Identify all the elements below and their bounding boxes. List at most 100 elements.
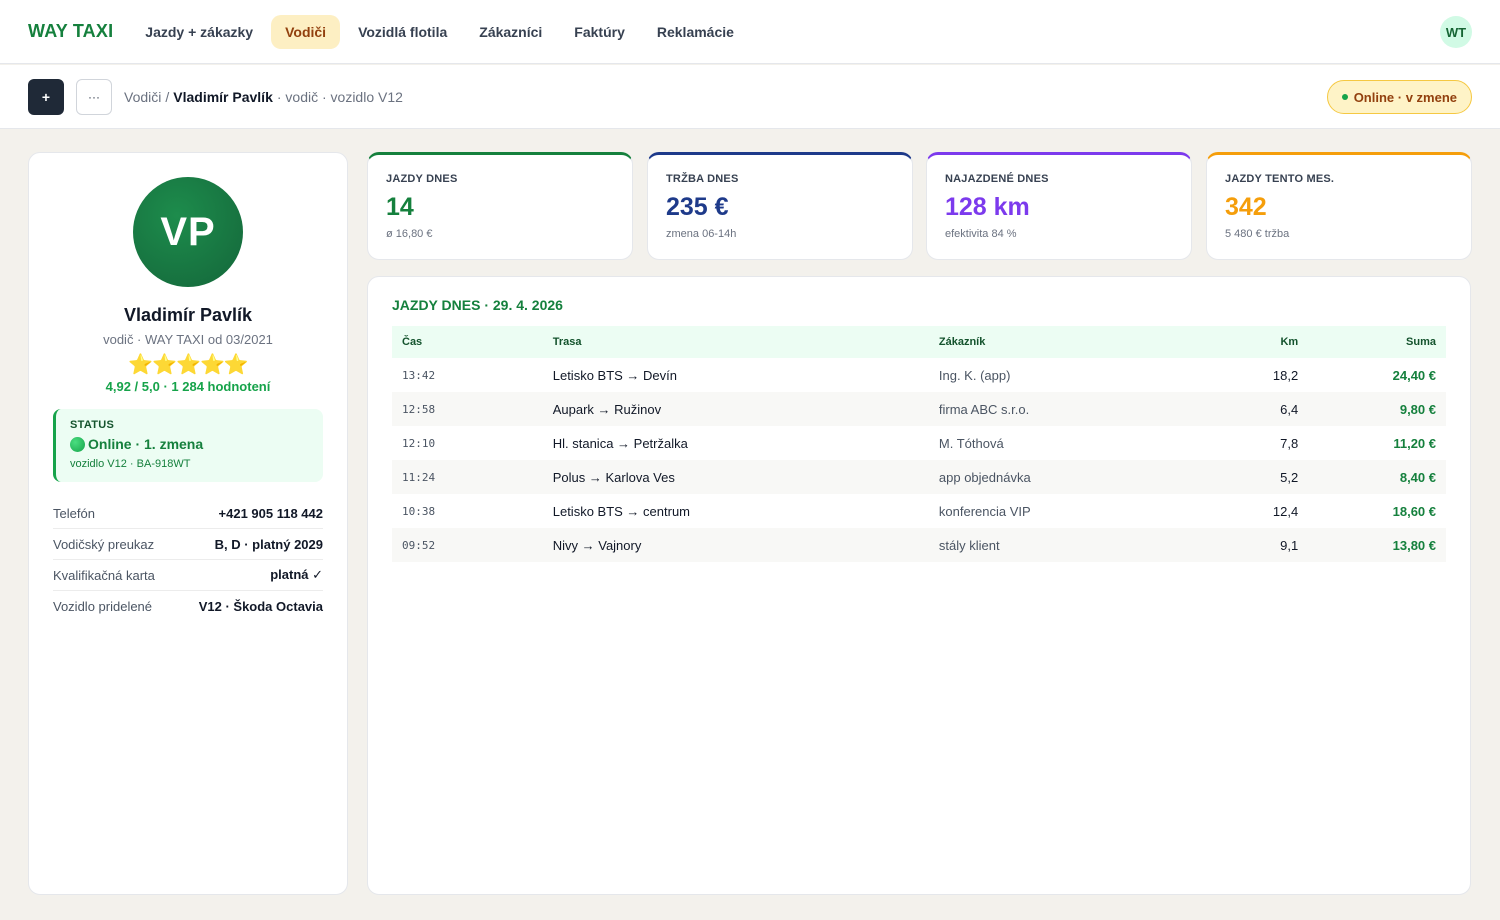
online-status-badge: Online · v zmene [1326,80,1472,114]
add-button[interactable]: + [28,78,64,115]
cell-route: Hl. stanica → Petržalka [552,435,688,451]
rating-summary: 4,92 / 5,0 · 1 284 hodnotení [105,379,271,394]
cell-customer: M. Tóthová [938,435,1004,451]
kpi-label: JAZDY TENTO MES. [1225,173,1335,185]
cell-route: Polus → Karlova Ves [552,469,675,485]
info-value: platná ✓ [270,567,323,582]
table-row[interactable]: 11:24 Polus → Karlova Ves app objednávka… [392,460,1446,494]
status-box-value-row: Online · 1. zmena [70,436,309,452]
info-row-phone: Telefón +421 905 118 442 [53,498,323,529]
driver-info-list: Telefón +421 905 118 442 Vodičský preuka… [53,498,323,622]
cell-km: 6,4 [1280,401,1299,417]
info-key: Telefón [53,505,95,521]
nav-item-vozidla[interactable]: Vozidlá flotila [358,23,448,40]
cell-km: 12,4 [1272,503,1299,519]
kpi-value: 342 [1225,193,1267,221]
cell-customer: app objednávka [938,469,1031,485]
nav-item-faktury[interactable]: Faktúry [574,23,625,40]
cell-time: 13:42 [402,368,436,382]
green-circle-icon [70,436,85,452]
breadcrumb-root[interactable]: Vodiči [124,88,162,105]
kpi-sub: efektivita 84 % [945,228,1017,240]
info-key: Vozidlo pridelené [53,599,153,614]
col-header-km[interactable]: Km [1280,336,1299,348]
driver-subtitle: vodič · WAY TAXI od 03/2021 [103,332,273,347]
driver-name: Vladimír Pavlík [123,305,253,325]
kpi-card-rides-today: JAZDY DNES 14 ø 16,80 € [367,152,633,260]
cell-sum: 18,60 € [1392,503,1436,519]
info-value: B, D · platný 2029 [214,536,323,552]
cell-sum: 11,20 € [1393,435,1436,451]
status-box-label: STATUS [70,419,115,431]
cell-route: Aupark → Ružinov [552,401,662,417]
table-header-row: Čas Trasa Zákazník Km Suma [392,326,1446,358]
rides-table-title: JAZDY DNES · 29. 4. 2026 [392,297,563,313]
kpi-card-distance-today: NAJAZDENÉ DNES 128 km efektivita 84 % [926,152,1192,260]
col-header-sum[interactable]: Suma [1406,336,1436,348]
breadcrumb-separator: / [165,88,170,105]
breadcrumb: Vodiči / Vladimír Pavlík · vodič · vozid… [124,89,403,105]
cell-sum: 24,40 € [1392,367,1436,383]
cell-km: 9,1 [1280,537,1299,553]
brand-logo[interactable]: WAY TAXI [28,21,114,41]
user-avatar[interactable]: WT [1440,16,1472,48]
cell-customer: stály klient [938,537,1000,553]
status-box-value: Online · 1. zmena [88,436,204,452]
kpi-card-rides-month: JAZDY TENTO MES. 342 5 480 € tržba [1206,152,1472,260]
nav-item-reklamacie[interactable]: Reklamácie [656,23,734,40]
driver-status-box: STATUS Online · 1. zmena vozidlo V12 · B… [53,409,323,482]
kpi-value: 14 [386,193,414,221]
status-box-vehicle: vozidlo V12 · BA-918WT [70,458,191,470]
cell-km: 18,2 [1272,367,1299,383]
table-row[interactable]: 13:42 Letisko BTS → Devín Ing. K. (app) … [392,358,1446,392]
info-row-qualification: Kvalifikačná karta platná ✓ [53,560,323,591]
kpi-label: TRŽBA DNES [666,173,739,185]
driver-profile-card: VP Vladimír Pavlík vodič · WAY TAXI od 0… [28,152,348,895]
cell-time: 12:10 [402,436,436,450]
table-row[interactable]: 12:58 Aupark → Ružinov firma ABC s.r.o. … [392,392,1446,426]
info-value[interactable]: +421 905 118 442 [218,505,323,521]
cell-sum: 8,40 € [1399,469,1436,485]
col-header-customer[interactable]: Zákazník [938,336,986,348]
nav-item-vodici[interactable]: Vodiči [271,14,341,49]
cell-time: 12:58 [402,402,436,416]
info-key: Vodičský preukaz [53,536,155,552]
breadcrumb-current: Vladimír Pavlík [173,88,273,105]
driver-avatar: VP [133,177,243,287]
col-header-time[interactable]: Čas [402,336,423,348]
cell-time: 10:38 [402,504,436,518]
kpi-sub: 5 480 € tržba [1225,228,1290,240]
table-row[interactable]: 09:52 Nivy → Vajnory stály klient 9,1 13… [392,528,1446,562]
kpi-label: JAZDY DNES [386,173,458,185]
info-value[interactable]: V12 · Škoda Octavia [198,599,323,614]
rides-table: Čas Trasa Zákazník Km Suma 13:42 Letisko… [392,326,1446,562]
cell-km: 5,2 [1280,469,1299,485]
cell-customer: firma ABC s.r.o. [938,401,1030,417]
cell-sum: 13,80 € [1392,537,1436,553]
cell-time: 09:52 [402,538,436,552]
nav-item-zakaznici[interactable]: Zákazníci [479,23,543,40]
info-row-vehicle: Vozidlo pridelené V12 · Škoda Octavia [53,591,323,622]
rating-stars-icon: ⭐⭐⭐⭐⭐ [128,354,249,376]
more-options-button[interactable]: ··· [76,78,112,115]
page-header: + ··· Vodiči / Vladimír Pavlík · vodič ·… [0,65,1500,129]
kpi-sub: ø 16,80 € [386,228,433,240]
info-row-license: Vodičský preukaz B, D · platný 2029 [53,529,323,560]
status-dot-icon [1341,94,1348,100]
cell-route: Nivy → Vajnory [552,537,642,553]
table-row[interactable]: 12:10 Hl. stanica → Petržalka M. Tóthová… [392,426,1446,460]
cell-customer: Ing. K. (app) [938,367,1011,383]
cell-km: 7,8 [1280,435,1299,451]
rides-today-card: JAZDY DNES · 29. 4. 2026 Čas Trasa Zákaz… [367,276,1471,895]
nav-item-jazdy[interactable]: Jazdy + zákazky [145,23,254,40]
kpi-label: NAJAZDENÉ DNES [945,173,1049,185]
col-header-route[interactable]: Trasa [552,336,582,348]
table-row[interactable]: 10:38 Letisko BTS → centrum konferencia … [392,494,1446,528]
cell-time: 11:24 [402,470,436,484]
kpi-value: 235 € [666,193,729,221]
cell-sum: 9,80 € [1399,401,1436,417]
online-status-label: Online · v zmene [1353,89,1457,105]
kpi-value: 128 km [945,193,1030,221]
info-key: Kvalifikačná karta [53,567,155,583]
top-navigation: WAY TAXI Jazdy + zákazky Vodiči Vozidlá … [0,0,1500,64]
